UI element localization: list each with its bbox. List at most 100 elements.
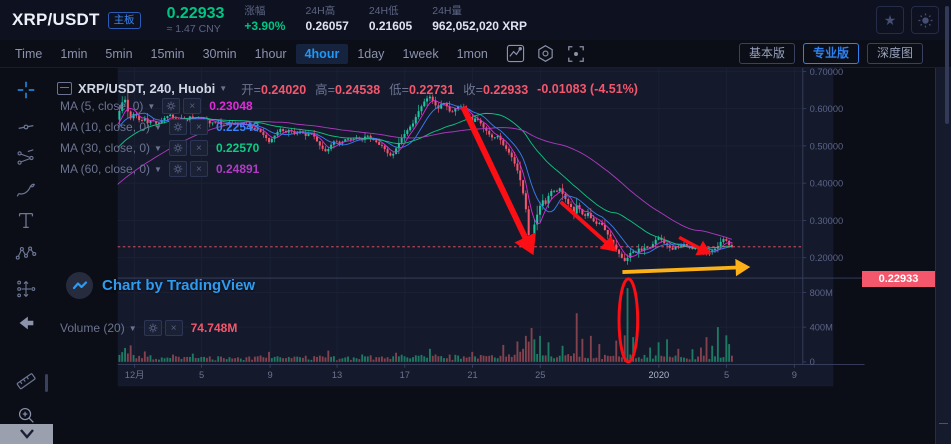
- crosshair-tool-button[interactable]: [13, 77, 39, 103]
- text-tool-button[interactable]: [13, 207, 39, 233]
- chevron-down-icon[interactable]: ▼: [128, 323, 137, 333]
- chart-canvas[interactable]: 0.70000 0.60000 0.50000 0.40000 0.30000 0.200…: [0, 68, 951, 444]
- zoom-in-icon: [18, 407, 34, 423]
- hide-drawings-button[interactable]: [13, 310, 39, 336]
- board-badge: 主板: [107, 11, 141, 29]
- interval-button-1hour[interactable]: 1hour: [254, 46, 287, 61]
- chevron-down-icon[interactable]: ▼: [219, 84, 228, 93]
- ma-label[interactable]: MA (30, close, 0): [60, 141, 151, 155]
- svg-text:400M: 400M: [810, 323, 833, 333]
- change-value: -0.01083 (-4.51%): [537, 81, 638, 96]
- measure-tool-button[interactable]: [13, 368, 39, 394]
- svg-text:12月: 12月: [125, 370, 145, 380]
- ma-close-button[interactable]: ×: [189, 119, 208, 135]
- svg-text:25: 25: [535, 370, 545, 380]
- drawn-arrow[interactable]: [460, 105, 536, 256]
- pair-title: XRP/USDT: [12, 10, 100, 29]
- drawing-toolbar: [0, 68, 53, 444]
- interval-button-5min[interactable]: 5min: [105, 46, 133, 61]
- interval-button-1day[interactable]: 1day: [357, 46, 385, 61]
- svg-text:0: 0: [810, 357, 815, 367]
- ma-close-button[interactable]: ×: [183, 98, 202, 114]
- ohlc-value: 0.22933: [482, 83, 529, 97]
- drawn-ellipse[interactable]: [617, 277, 640, 364]
- pitchfork-tool-button[interactable]: [13, 145, 39, 171]
- drawn-arrow[interactable]: [559, 200, 617, 252]
- last-price-block: 0.22933 ≈ 1.47 CNY: [167, 5, 225, 35]
- symbol-header-bar: XRP/USDT 主板 0.22933 ≈ 1.47 CNY 涨幅 +3.90%…: [0, 0, 951, 40]
- svg-text:5: 5: [724, 370, 729, 380]
- ohlc-item: 开=0.24020: [241, 79, 306, 98]
- pattern-tool-button[interactable]: [13, 241, 39, 267]
- volume-close-button[interactable]: ×: [164, 320, 183, 336]
- ohlc-item: 高=0.24538: [315, 79, 380, 98]
- ma-close-button[interactable]: ×: [189, 161, 208, 177]
- ma-settings-button[interactable]: [162, 98, 181, 114]
- stat-label: 24H高: [305, 5, 336, 18]
- ma-legend-row: MA (60, close, 0) ▼ × 0.24891: [60, 161, 259, 177]
- interval-button-1mon[interactable]: 1mon: [456, 46, 488, 61]
- interval-button-4hour[interactable]: 4hour: [295, 43, 349, 64]
- volume-legend-label[interactable]: Volume (20): [60, 321, 125, 335]
- gear-icon: [148, 323, 157, 333]
- drawbar-scroll-down-button[interactable]: [0, 424, 53, 444]
- chart-legend-title[interactable]: XRP/USDT, 240, Huobi: [78, 81, 216, 96]
- ma-label[interactable]: MA (60, close, 0): [60, 162, 151, 176]
- view-button[interactable]: 专业版: [802, 43, 859, 64]
- drawbar-scrollbar[interactable]: [45, 374, 48, 392]
- tradingview-logo-icon: [66, 272, 93, 299]
- svg-text:5: 5: [199, 370, 204, 380]
- theme-toggle-button[interactable]: [911, 6, 939, 34]
- drawn-annotations: [460, 105, 751, 364]
- page-scrollbar[interactable]: [945, 6, 949, 124]
- right-panel-strip[interactable]: [935, 68, 951, 444]
- ohlc-value: 0.24538: [334, 83, 381, 97]
- ma-settings-button[interactable]: [168, 119, 187, 135]
- legend-collapse-icon[interactable]: [57, 82, 72, 95]
- ma-label[interactable]: MA (10, close, 0): [60, 120, 151, 134]
- ticker-stats: 涨幅 +3.90% 24H高 0.26057 24H低 0.21605 24H量 96…: [224, 5, 527, 34]
- ma-close-button[interactable]: ×: [189, 140, 208, 156]
- interval-buttons: 1min 5min 15min 30min 1hour 4hour 1day 1week 1mo…: [51, 43, 497, 64]
- view-button[interactable]: 深度图: [866, 43, 923, 64]
- ma-label[interactable]: MA (5, close, 0): [60, 99, 144, 113]
- volume-settings-button[interactable]: [143, 320, 162, 336]
- close-icon: ×: [170, 322, 177, 334]
- interval-button-30min[interactable]: 30min: [202, 46, 237, 61]
- svg-text:17: 17: [400, 370, 410, 380]
- chevron-down-icon[interactable]: ▼: [154, 143, 162, 153]
- interval-button-1week[interactable]: 1week: [402, 46, 439, 61]
- interval-button-15min[interactable]: 15min: [150, 46, 185, 61]
- svg-text:0.40000: 0.40000: [810, 179, 844, 189]
- drawn-arrow[interactable]: [678, 235, 712, 256]
- trendline-tool-button[interactable]: [13, 114, 39, 140]
- screenshot-button[interactable]: [565, 44, 587, 64]
- indicator-settings-button[interactable]: [535, 44, 557, 64]
- ma-settings-button[interactable]: [168, 140, 187, 156]
- ma-settings-button[interactable]: [168, 161, 187, 177]
- stat-label: 涨幅: [244, 5, 266, 18]
- ohlc-label: 低=: [389, 83, 409, 97]
- forecast-tool-button[interactable]: [13, 276, 39, 302]
- chevron-down-icon[interactable]: ▼: [147, 101, 156, 111]
- zoom-in-tool-button[interactable]: [13, 402, 39, 428]
- chevron-down-icon[interactable]: ▼: [154, 164, 162, 174]
- stat-value: 0.21605: [368, 19, 413, 34]
- drawn-arrow[interactable]: [622, 258, 751, 277]
- chart-style-button[interactable]: [505, 44, 527, 64]
- tradingview-watermark[interactable]: Chart by TradingView: [66, 272, 255, 299]
- ma-lines: [117, 100, 733, 258]
- brush-tool-button[interactable]: [13, 176, 39, 202]
- hexagon-gear-icon: [538, 45, 554, 62]
- svg-text:0.70000: 0.70000: [810, 68, 844, 77]
- arrow-left-icon: [19, 316, 34, 330]
- ma-value: 0.23048: [209, 99, 253, 113]
- interval-toolbar: Time 1min 5min 15min 30min 1hour 4hour 1day 1we…: [0, 40, 951, 68]
- interval-button-1min[interactable]: 1min: [60, 46, 88, 61]
- view-button[interactable]: 基本版: [738, 43, 795, 64]
- ma-value: 0.22570: [215, 141, 260, 155]
- kline-style-icon: [507, 44, 525, 63]
- chevron-down-icon[interactable]: ▼: [154, 122, 162, 132]
- favorite-button[interactable]: ★: [876, 6, 904, 34]
- stat-value: 962,052,020 XRP: [432, 19, 527, 34]
